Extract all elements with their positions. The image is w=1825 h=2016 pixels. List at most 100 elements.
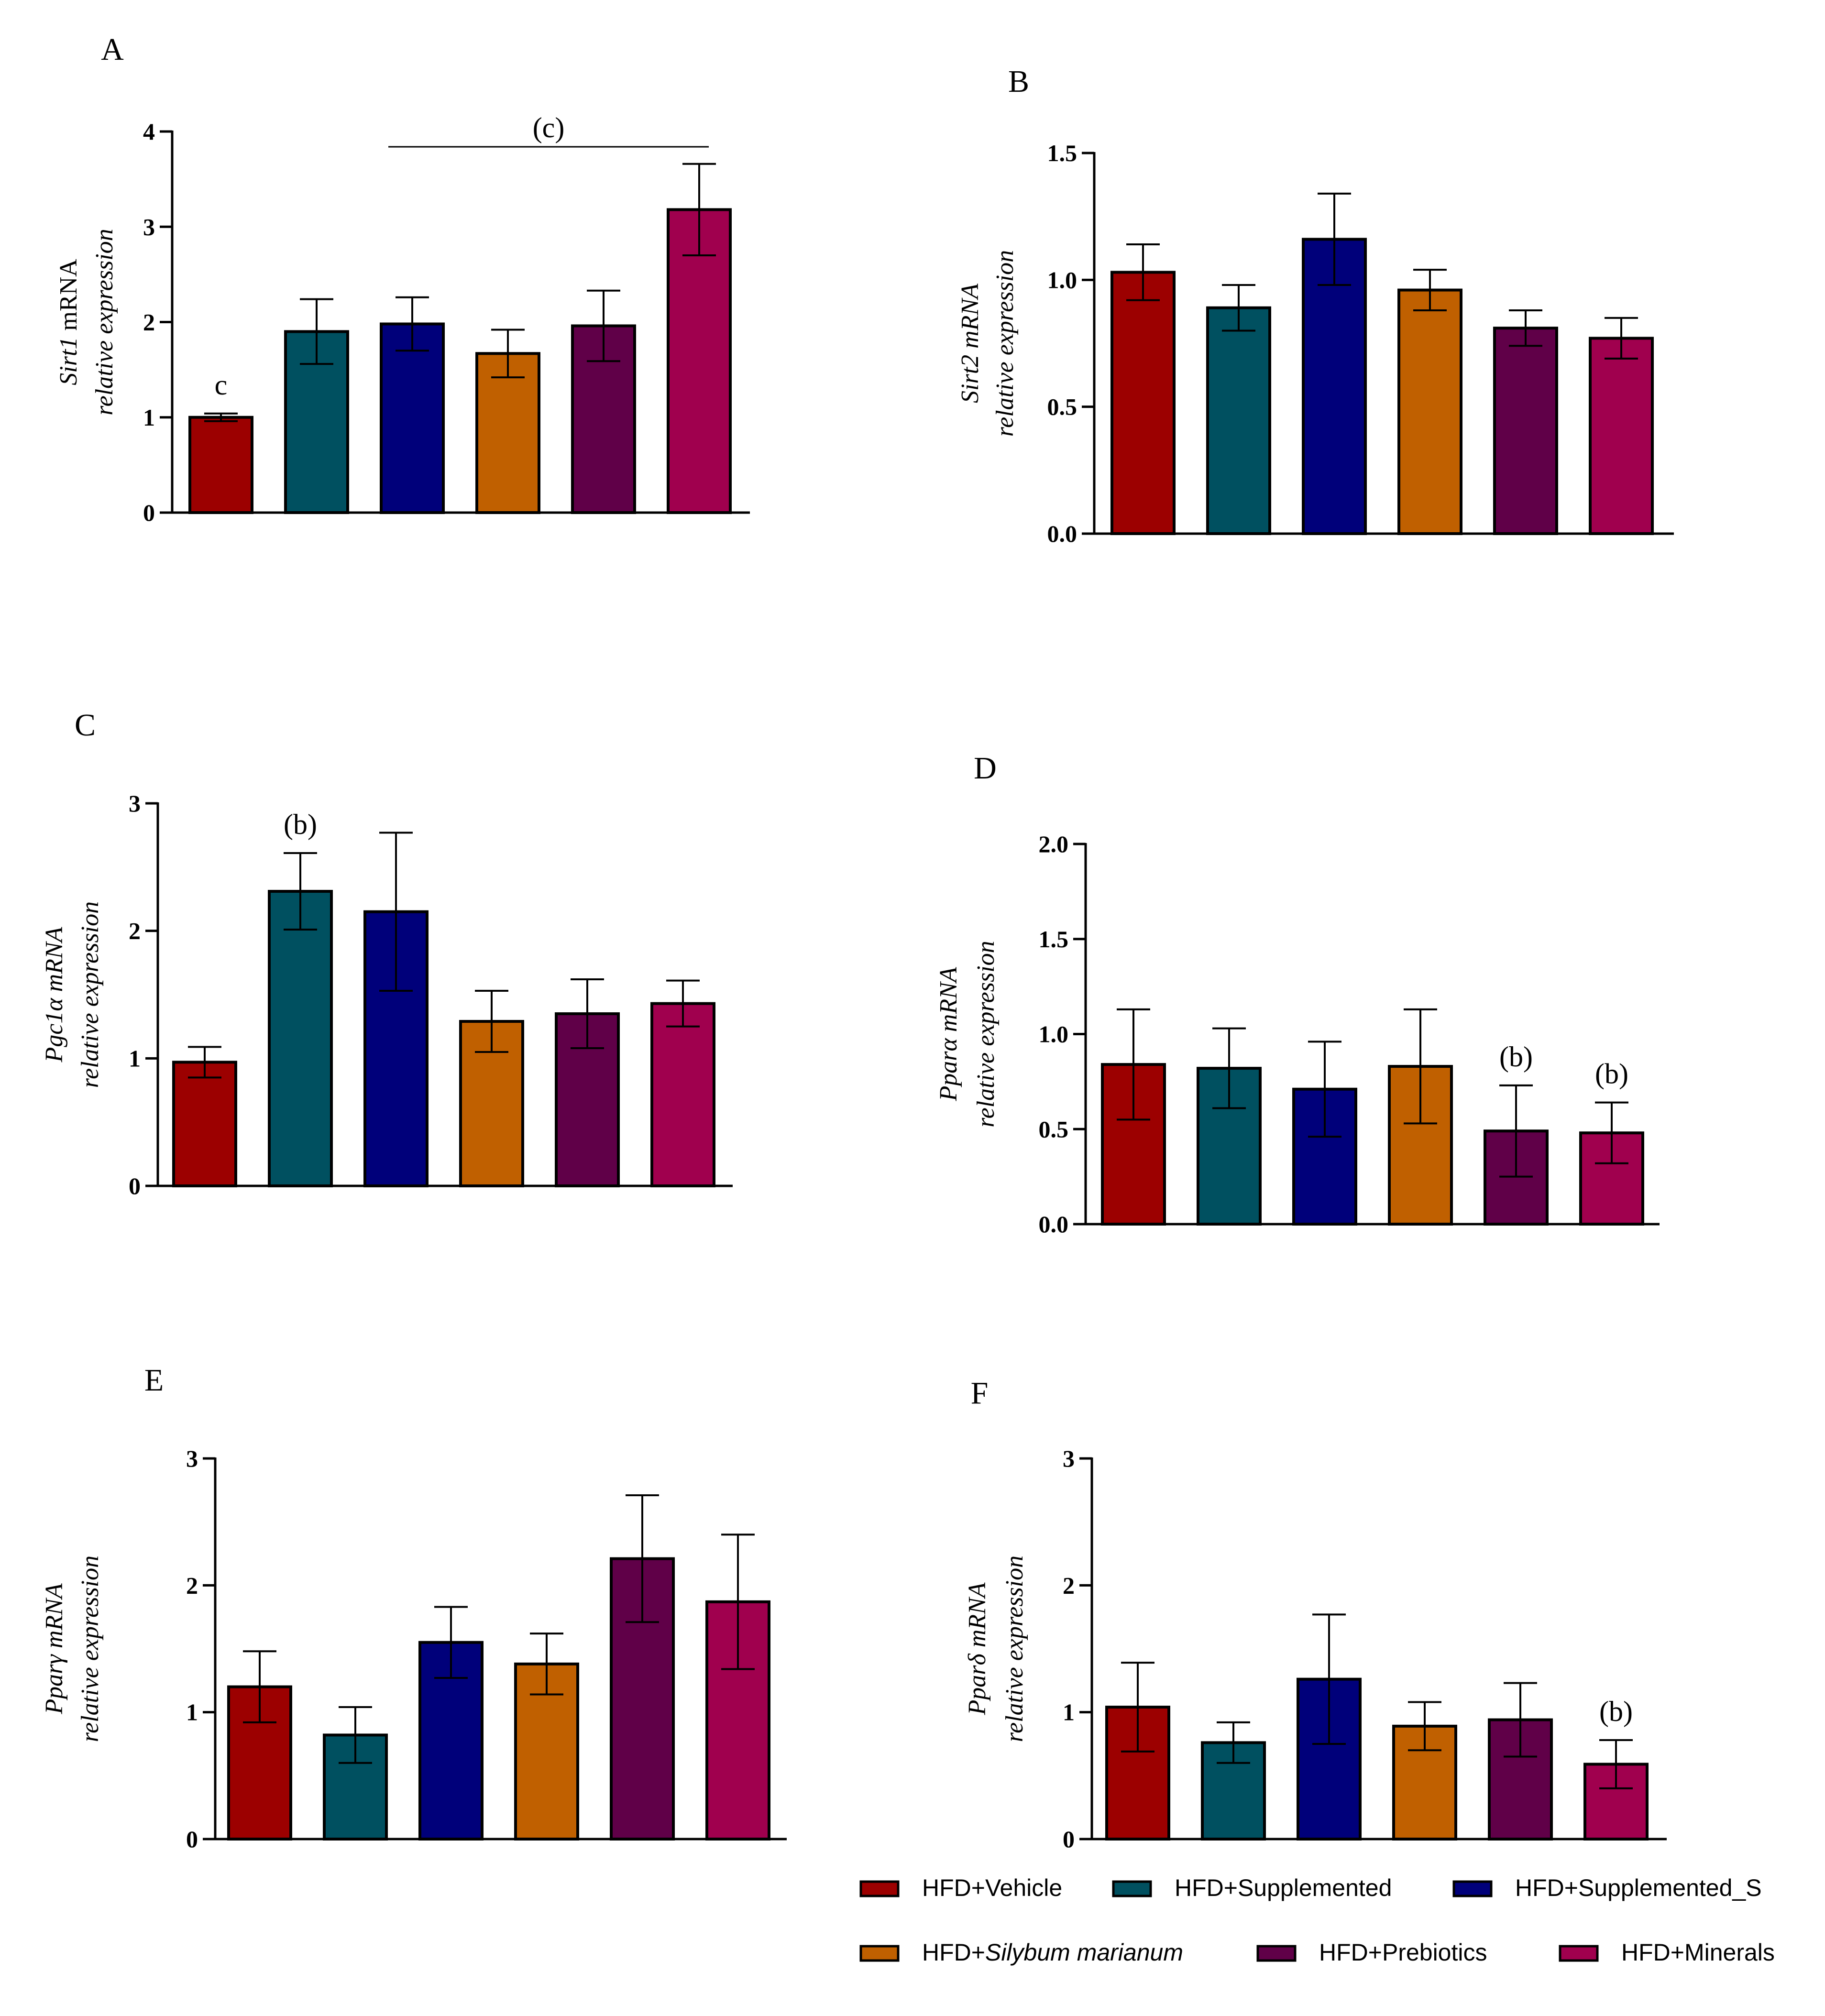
panel-d: D Pparα mRNA relative expression 0.0 0.5 1.0 1…	[935, 751, 1660, 1238]
y-tick-label: 4	[143, 118, 155, 145]
panel-letter: B	[1008, 64, 1029, 99]
y-axis-label-unit: mRNA	[956, 284, 984, 355]
bar	[1302, 238, 1367, 535]
y-tick-label: 0	[186, 1826, 198, 1852]
y-axis-label-gene: Pparγ	[41, 1654, 68, 1715]
y-axis-label-unit: mRNA	[935, 967, 962, 1038]
y-axis-label-unit: mRNA	[41, 1583, 68, 1654]
y-tick-label: 2	[129, 918, 141, 944]
y-tick-label: 1.0	[1047, 266, 1077, 293]
bar	[1397, 288, 1462, 535]
y-tick-label: 2	[1063, 1572, 1075, 1599]
bar	[514, 1662, 579, 1841]
y-tick-label: 2.0	[1039, 831, 1069, 857]
y-axis-label-line2: relative expression	[1001, 1556, 1028, 1742]
y-tick-label: 0	[129, 1172, 141, 1199]
panel-f: F Pparδ mRNA relative expression 0 1 2 3 (b)	[964, 1376, 1667, 1852]
panel-b: B Sirt2 mRNA relative expression 0.0 0.5 1.0 1…	[956, 64, 1674, 547]
bar	[1206, 306, 1271, 535]
legend-label: HFD+Minerals	[1621, 1939, 1775, 1966]
panel-a: A Sirt1 mRNA relative expression 0 1 2 3 4 c (c)	[55, 32, 750, 526]
significance-label: (b)	[1499, 1041, 1533, 1073]
legend-item: HFD+Minerals	[1559, 1939, 1775, 1966]
y-tick-label: 0	[1063, 1826, 1075, 1852]
y-axis-label-line2: relative expression	[77, 1556, 104, 1742]
panel-letter: F	[971, 1376, 989, 1411]
y-tick-label: 1	[129, 1045, 141, 1072]
legend-label-prefix: HFD+	[922, 1939, 985, 1966]
y-tick-label: 0.5	[1047, 394, 1077, 420]
y-axis-label-gene: Sirt2	[956, 355, 984, 403]
panel-e: E Pparγ mRNA relative expression 0 1 2 3	[41, 1363, 787, 1852]
bar	[172, 1061, 237, 1187]
y-axis-label-gene: Sirt1	[55, 337, 82, 385]
y-axis-label-line1: Sirt2 mRNA	[956, 284, 984, 403]
y-tick-label: 0.5	[1039, 1116, 1069, 1142]
y-axis-label-line1: Pgc1α mRNA	[41, 927, 68, 1063]
y-tick-label: 1.5	[1047, 140, 1077, 166]
legend-item: HFD+Supplemented_S	[1452, 1874, 1762, 1901]
legend-item: HFD+Supplemented	[1112, 1874, 1392, 1901]
significance-label: c	[215, 369, 228, 401]
legend-swatch	[859, 1945, 900, 1962]
panel-letter: C	[75, 708, 96, 743]
y-tick-label: 2	[143, 309, 155, 336]
bar	[1388, 1065, 1453, 1226]
y-axis-label-line2: relative expression	[972, 941, 1000, 1127]
legend-item: HFD+Vehicle	[859, 1874, 1062, 1901]
legend-label: HFD+Prebiotics	[1319, 1939, 1487, 1966]
legend-item: HFD+Prebiotics	[1256, 1939, 1487, 1966]
legend-label: HFD+Silybum marianum	[922, 1939, 1183, 1966]
significance-bracket-label: (c)	[533, 112, 565, 143]
bar	[268, 890, 333, 1187]
legend-label: HFD+Vehicle	[922, 1874, 1062, 1901]
y-axis-label-line1: Pparδ mRNA	[964, 1582, 991, 1715]
y-axis-label-unit: mRNA	[964, 1582, 991, 1654]
y-axis-label-line1: Pparγ mRNA	[41, 1583, 68, 1715]
bar	[1589, 337, 1654, 535]
y-tick-label: 1	[143, 404, 155, 431]
legend-label-italic: Silybum marianum	[985, 1939, 1183, 1966]
legend-swatch	[1452, 1880, 1493, 1897]
y-tick-label: 0.0	[1039, 1211, 1069, 1238]
y-axis-label-unit: mRNA	[41, 927, 68, 998]
y-axis-label-line2: relative expression	[77, 901, 104, 1088]
significance-label: (b)	[284, 809, 317, 840]
y-axis-label-line1: Sirt1 mRNA	[55, 259, 82, 385]
legend-label: HFD+Supplemented_S	[1515, 1874, 1762, 1901]
y-axis-label-gene: Pparδ	[964, 1653, 991, 1715]
y-axis-label-gene: Pparα	[935, 1038, 962, 1102]
bar	[1392, 1724, 1457, 1841]
panel-c: C Pgc1α mRNA relative expression 0 1 2 3 (b)	[41, 708, 733, 1199]
bar	[1110, 271, 1176, 535]
y-tick-label: 2	[186, 1572, 198, 1599]
y-axis-label-line1: Pparα mRNA	[935, 967, 962, 1101]
legend-swatch	[859, 1880, 900, 1897]
y-axis-label-unit: mRNA	[55, 259, 82, 337]
y-tick-label: 1	[1063, 1699, 1075, 1726]
y-tick-label: 1.0	[1039, 1021, 1069, 1048]
y-axis-label-gene: Pgc1α	[41, 997, 68, 1063]
bar	[1493, 327, 1558, 535]
legend: HFD+Vehicle HFD+Supplemented HFD+Supplemen…	[859, 1874, 1775, 1966]
y-tick-label: 1.5	[1039, 926, 1069, 953]
y-tick-label: 0.0	[1047, 520, 1077, 547]
panel-letter: A	[101, 32, 124, 67]
legend-swatch	[1559, 1945, 1599, 1962]
y-tick-label: 1	[186, 1699, 198, 1726]
bar	[650, 1002, 715, 1188]
legend-swatch	[1256, 1945, 1297, 1962]
significance-label: (b)	[1599, 1696, 1633, 1727]
y-tick-label: 3	[129, 790, 141, 817]
panel-letter: D	[974, 751, 997, 786]
y-axis-label-line2: relative expression	[991, 250, 1019, 437]
y-tick-label: 0	[143, 499, 155, 526]
legend-item: HFD+Silybum marianum	[859, 1939, 1183, 1966]
y-axis-label-line2: relative expression	[91, 229, 118, 415]
y-tick-label: 3	[186, 1445, 198, 1472]
y-tick-label: 3	[143, 213, 155, 240]
panel-letter: E	[144, 1363, 164, 1398]
legend-label: HFD+Supplemented	[1175, 1874, 1392, 1901]
legend-swatch	[1112, 1880, 1152, 1897]
